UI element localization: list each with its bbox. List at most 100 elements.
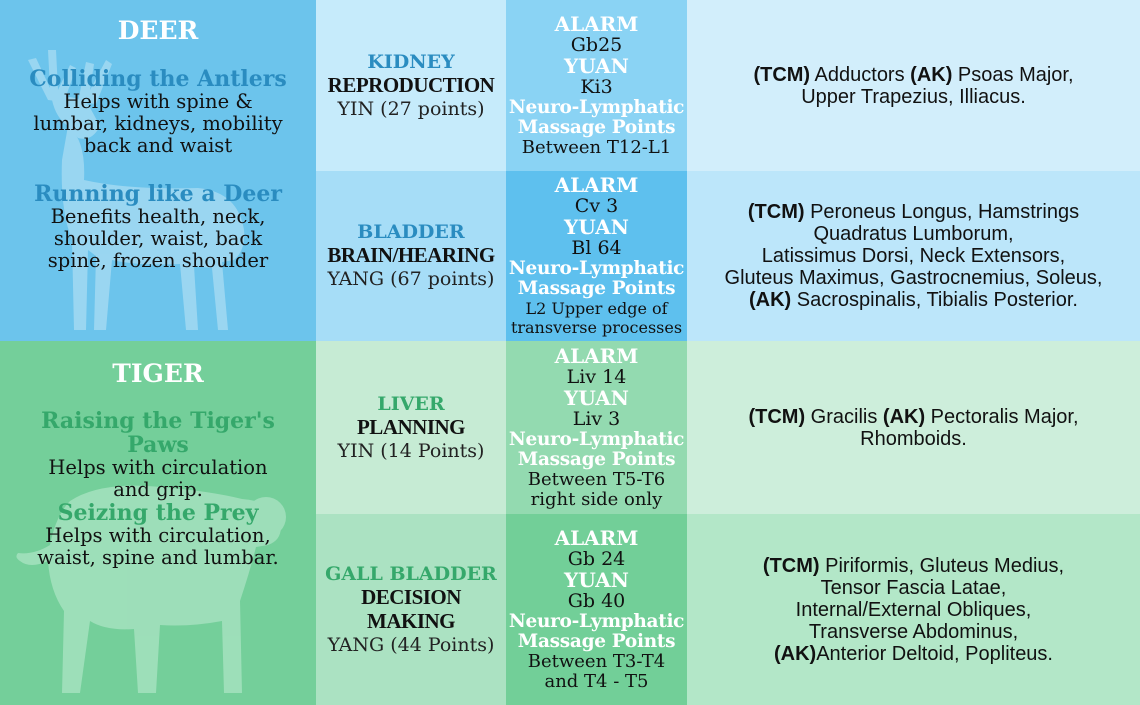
meridian-name: KIDNEY xyxy=(367,50,455,73)
muscles-cell-liver: (TCM) Gracilis (AK) Pectoralis Major, Rh… xyxy=(687,341,1140,514)
yuan-point: Ki3 xyxy=(580,75,613,98)
yuan-point: Liv 3 xyxy=(572,407,621,430)
muscles-line: (TCM) Peroneus Longus, Hamstrings xyxy=(748,201,1079,223)
exercise-desc-line: back and waist xyxy=(83,134,233,157)
tiger-exercise-2: Seizing the Prey Helps with circulation,… xyxy=(8,501,308,569)
neuro-lymphatic-label: Neuro-Lymphatic xyxy=(508,258,685,279)
points-cell-bladder: ALARM Cv 3 YUAN Bl 64 Neuro-Lymphatic Ma… xyxy=(506,171,687,341)
alarm-label: ALARM xyxy=(554,173,639,197)
muscle-text: Psoas Major, xyxy=(952,63,1074,86)
tcm-label: (TCM) xyxy=(747,201,805,223)
muscles-line: Rhomboids. xyxy=(860,427,967,450)
alarm-point: Liv 14 xyxy=(566,365,627,388)
alarm-point: Gb 24 xyxy=(567,547,626,570)
yuan-label: YUAN xyxy=(564,215,629,239)
exercise-name: Colliding the Antlers xyxy=(29,66,287,92)
massage-points-label: Massage Points xyxy=(517,630,676,652)
location-line: Between T12-L1 xyxy=(521,136,672,158)
deer-panel: DEER Colliding the Antlers Helps with sp… xyxy=(0,0,316,341)
meridian-cell-liver: LIVER PLANNING YIN (14 Points) xyxy=(316,341,506,514)
meridian-type: YIN (14 Points) xyxy=(337,439,485,462)
muscles-line: (AK)Anterior Deltoid, Popliteus. xyxy=(774,643,1053,665)
alarm-point: Gb25 xyxy=(570,33,623,56)
exercise-desc-line: and grip. xyxy=(113,478,203,501)
muscles-line: Internal/External Obliques, xyxy=(795,598,1032,621)
meridian-cell-bladder: BLADDER BRAIN/HEARING YANG (67 points) xyxy=(316,171,506,341)
massage-points-label: Massage Points xyxy=(517,116,676,138)
tiger-panel: TIGER Raising the Tiger's Paws Helps wit… xyxy=(0,341,316,705)
location-line: L2 Upper edge of xyxy=(525,299,668,318)
muscle-text: Piriformis, Gluteus Medius, xyxy=(819,554,1065,577)
exercise-desc-line: waist, spine and lumbar. xyxy=(37,546,279,569)
tiger-silhouette-icon xyxy=(10,461,290,705)
muscles-line: Gluteus Maximus, Gastrocnemius, Soleus, xyxy=(724,267,1103,289)
alarm-label: ALARM xyxy=(554,11,639,36)
massage-points-label: Massage Points xyxy=(517,278,676,299)
muscles-line: (AK) Sacrospinalis, Tibialis Posterior. xyxy=(749,289,1078,311)
location-line: transverse processes xyxy=(510,318,683,337)
muscle-text: Peroneus Longus, Hamstrings xyxy=(804,201,1080,223)
meridian-function: REPRODUCTION xyxy=(327,72,495,97)
yuan-point: Gb 40 xyxy=(567,589,626,612)
muscles-line: Upper Trapezius, Illiacus. xyxy=(801,85,1026,108)
meridian-type: YANG (44 Points) xyxy=(327,633,495,656)
location-line: and T4 - T5 xyxy=(544,670,649,692)
meridian-function: BRAIN/HEARING xyxy=(327,243,495,267)
exercise-desc-line: Benefits health, neck, xyxy=(50,205,266,228)
deer-exercise-2: Running like a Deer Benefits health, nec… xyxy=(8,182,308,272)
points-cell-kidney: ALARM Gb25 YUAN Ki3 Neuro-Lymphatic Mass… xyxy=(506,0,687,171)
exercise-desc-line: lumbar, kidneys, mobility xyxy=(33,112,283,135)
muscle-text: Pectoralis Major, xyxy=(925,405,1079,428)
exercise-desc-line: spine, frozen shoulder xyxy=(47,249,269,272)
points-cell-gall-bladder: ALARM Gb 24 YUAN Gb 40 Neuro-Lymphatic M… xyxy=(506,514,687,705)
meridian-function: PLANNING xyxy=(356,414,466,439)
ak-label: (AK) xyxy=(748,289,792,311)
muscles-cell-kidney: (TCM) Adductors (AK) Psoas Major, Upper … xyxy=(687,0,1140,171)
tcm-label: (TCM) xyxy=(753,63,811,86)
meridian-name: BLADDER xyxy=(357,221,465,243)
massage-points-label: Massage Points xyxy=(517,448,676,470)
exercise-desc-line: Helps with circulation, xyxy=(45,524,271,547)
ak-label: (AK) xyxy=(882,405,926,428)
muscles-line: Latissimus Dorsi, Neck Extensors, xyxy=(761,245,1066,267)
muscles-line: Quadratus Lumborum, xyxy=(813,223,1014,245)
yuan-label: YUAN xyxy=(564,567,629,592)
alarm-label: ALARM xyxy=(554,525,639,550)
alarm-point: Cv 3 xyxy=(574,195,619,217)
meridian-cell-kidney: KIDNEY REPRODUCTION YIN (27 points) xyxy=(316,0,506,171)
ak-label: (AK) xyxy=(773,642,817,665)
yuan-label: YUAN xyxy=(564,53,629,78)
exercise-desc-line: shoulder, waist, back xyxy=(53,227,263,250)
meridian-name: LIVER xyxy=(377,392,445,415)
deer-exercise-1: Colliding the Antlers Helps with spine &… xyxy=(8,67,308,157)
exercise-desc-line: Helps with circulation xyxy=(48,456,268,479)
points-cell-liver: ALARM Liv 14 YUAN Liv 3 Neuro-Lymphatic … xyxy=(506,341,687,514)
deer-silhouette-icon xyxy=(8,30,258,340)
muscle-text: Adductors xyxy=(810,63,911,86)
meridian-cell-gall-bladder: GALL BLADDER DECISION MAKING YANG (44 Po… xyxy=(316,514,506,705)
location-line: Between T5-T6 xyxy=(527,468,666,490)
ak-label: (AK) xyxy=(910,63,953,86)
muscle-text: Gracilis xyxy=(805,405,883,428)
muscles-line: (TCM) Adductors (AK) Psoas Major, xyxy=(753,64,1073,86)
tiger-title: TIGER xyxy=(112,359,204,388)
location-line: Between T3-T4 xyxy=(527,650,666,672)
meridian-type: YANG (67 points) xyxy=(327,268,495,290)
exercise-name: Seizing the Prey xyxy=(57,500,259,526)
muscles-line: Tensor Fascia Latae, xyxy=(820,576,1007,599)
deer-title: DEER xyxy=(117,16,199,45)
muscles-line: (TCM) Gracilis (AK) Pectoralis Major, xyxy=(748,406,1078,428)
exercise-name: Running like a Deer xyxy=(34,181,282,207)
meridian-function: DECISION MAKING xyxy=(361,584,461,633)
exercise-name: Raising the Tiger's Paws xyxy=(41,408,275,458)
neuro-lymphatic-label: Neuro-Lymphatic xyxy=(508,610,685,632)
neuro-lymphatic-label: Neuro-Lymphatic xyxy=(508,428,685,450)
meridian-name: GALL BLADDER xyxy=(325,562,497,585)
yuan-point: Bl 64 xyxy=(571,237,622,259)
alarm-label: ALARM xyxy=(554,343,639,368)
neuro-lymphatic-label: Neuro-Lymphatic xyxy=(508,96,685,118)
muscles-line: (TCM) Piriformis, Gluteus Medius, xyxy=(763,555,1064,577)
tiger-exercise-1: Raising the Tiger's Paws Helps with circ… xyxy=(8,409,308,501)
muscles-line: Transverse Abdominus, xyxy=(808,620,1019,643)
meridian-type: YIN (27 points) xyxy=(337,97,485,120)
